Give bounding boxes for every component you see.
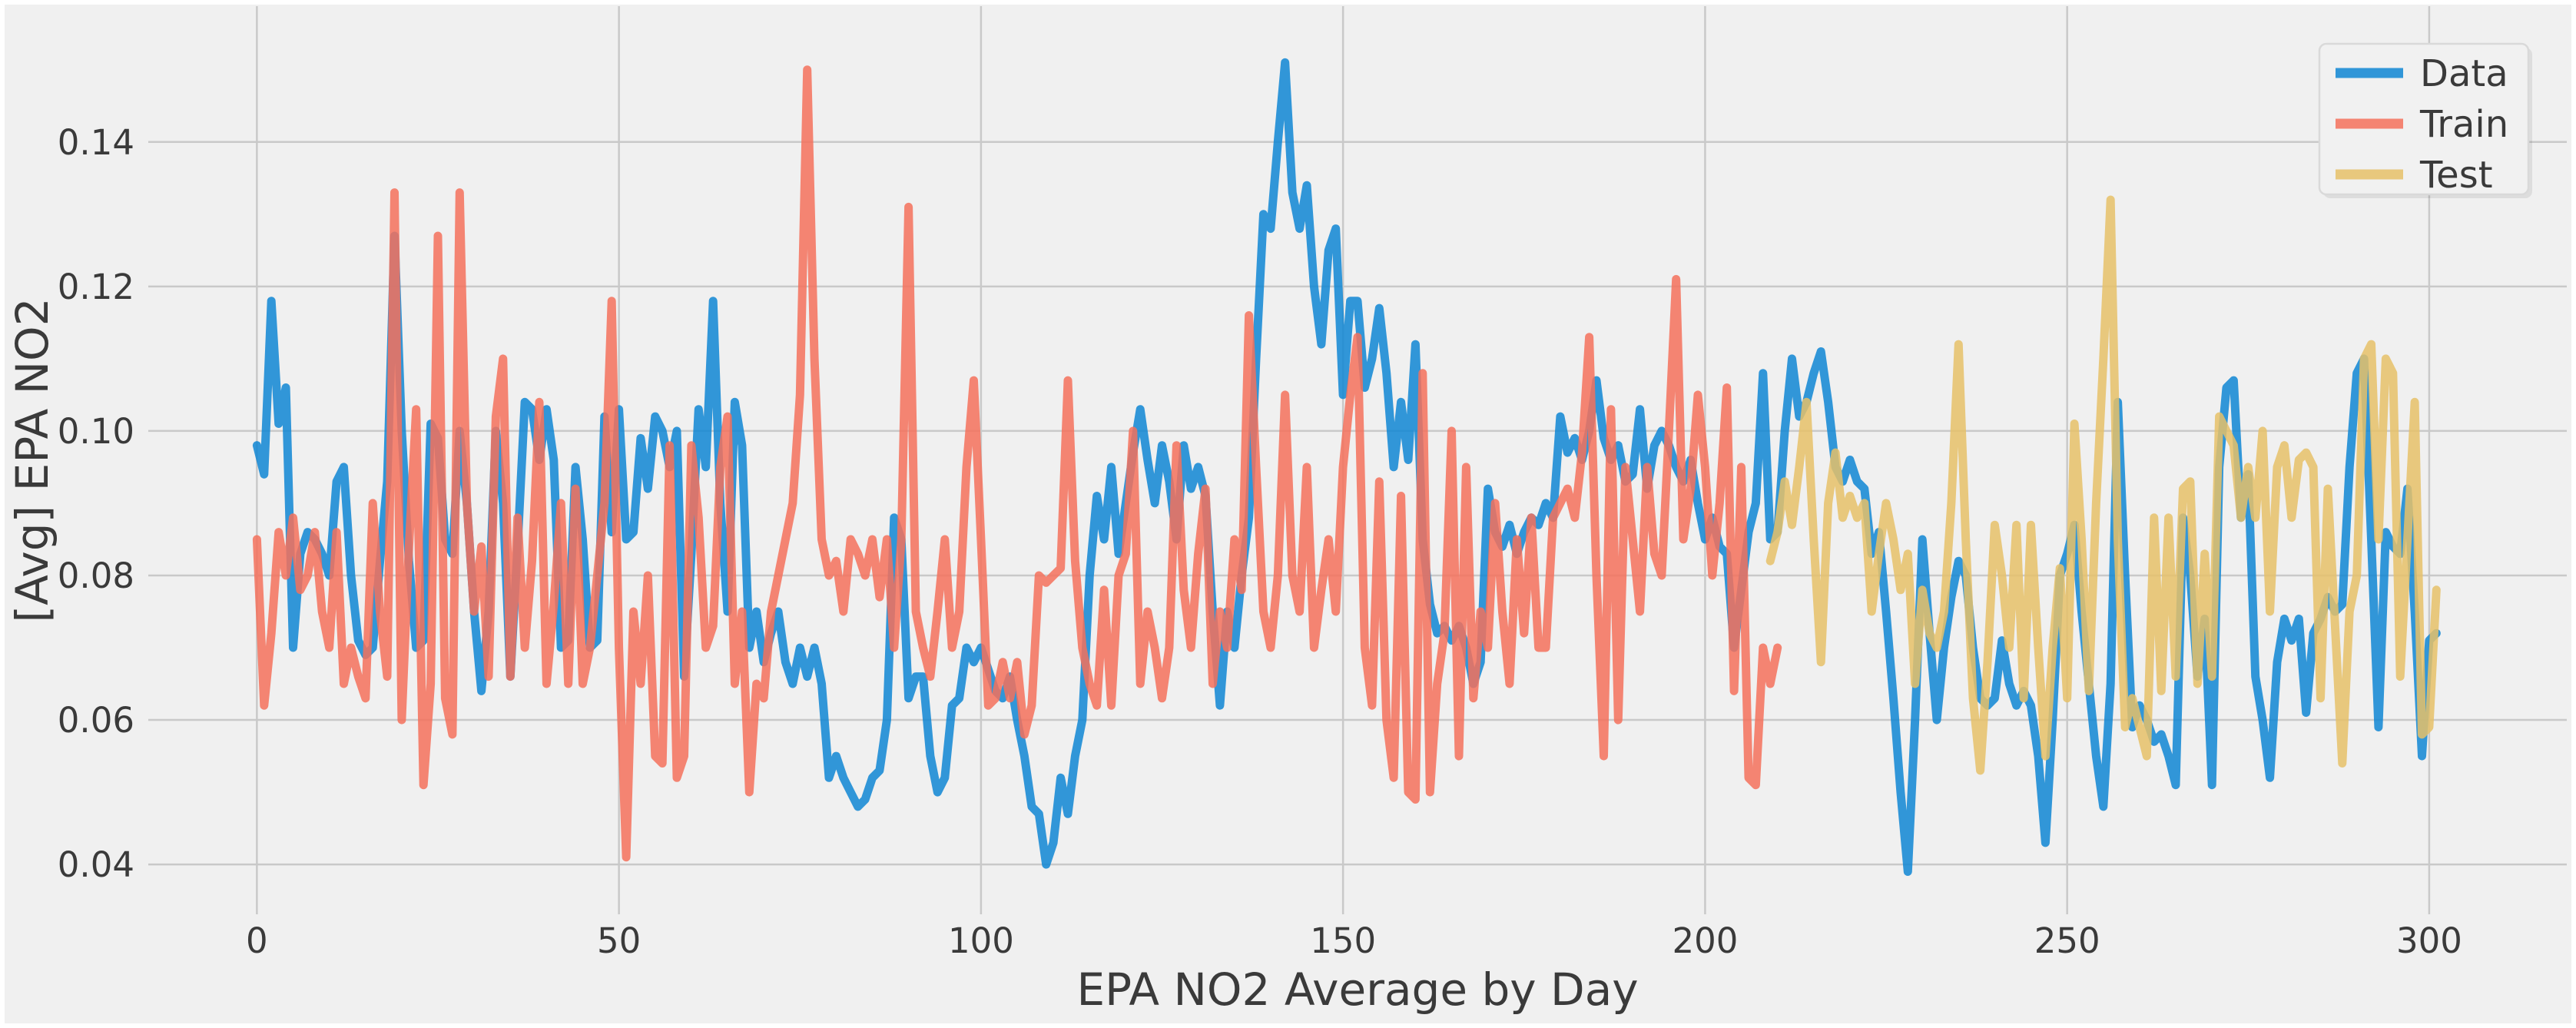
x-tick-label: 50 [597,920,641,961]
legend: Data Train Test [2318,42,2532,198]
legend-box [2318,42,2530,196]
x-tick-label: 150 [1310,920,1376,961]
tick-layer: 0.04 0.06 0.08 0.10 0.12 0.14 0 50 100 150 200 250 3… [58,122,2462,961]
y-tick-label: 0.04 [58,844,134,885]
x-axis-label: EPA NO2 Average by Day [1076,963,1638,1016]
y-tick-label: 0.14 [58,122,134,163]
legend-label-test: Test [2419,154,2493,197]
x-tick-label: 250 [2034,920,2100,961]
series-line-train [252,65,1782,862]
legend-label-train: Train [2419,103,2508,146]
y-tick-label: 0.06 [58,700,134,741]
x-tick-label: 100 [948,920,1014,961]
legend-entry-train: Train [2336,103,2508,146]
legend-entry-data: Data [2336,52,2508,95]
x-tick-label: 300 [2396,920,2462,961]
y-tick-label: 0.12 [58,267,134,307]
y-tick-label: 0.08 [58,555,134,596]
y-tick-label: 0.10 [58,411,134,452]
x-tick-label: 0 [246,920,268,961]
y-axis-label: [Avg] EPA NO2 [6,297,58,622]
series-layer [252,58,2441,876]
legend-label-data: Data [2420,52,2508,95]
series-line-test [1765,195,2441,775]
legend-entry-test: Test [2336,154,2493,197]
x-tick-label: 200 [1672,920,1738,961]
